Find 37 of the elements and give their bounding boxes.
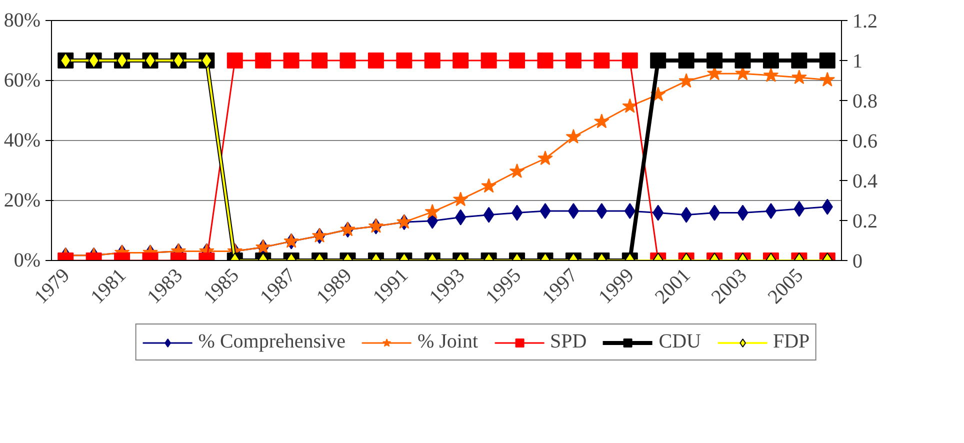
y2-tick-label: 0.2 (852, 210, 878, 232)
y2-tick-label: 0.4 (852, 170, 878, 192)
y2-tick-label: 0.8 (852, 90, 878, 112)
point (820, 72, 836, 86)
y-tick-label: 40% (4, 130, 41, 152)
legend-label: % Joint (417, 330, 478, 354)
legend-label: CDU (658, 330, 701, 354)
point (481, 178, 496, 193)
y-tick-label: 20% (4, 190, 41, 212)
y-tick-label: 60% (4, 70, 41, 92)
y-tick-label: 0% (14, 250, 41, 272)
point (622, 98, 638, 113)
x-tick-label: 2001 (650, 264, 695, 308)
y2-tick-label: 1 (852, 50, 862, 72)
legend-label: SPD (550, 330, 587, 354)
point (538, 150, 553, 166)
legend-label: FDP (772, 330, 810, 354)
y2-tick-label: 0 (852, 250, 862, 272)
x-tick-label: 1991 (368, 264, 413, 308)
point (763, 67, 779, 82)
y2-tick-label: 1.2 (852, 10, 878, 32)
y-tick-label: 80% (4, 10, 41, 32)
x-tick-label: 1981 (86, 264, 131, 308)
point (568, 203, 579, 219)
point (452, 192, 468, 206)
point (624, 203, 636, 219)
point (792, 70, 807, 84)
point (594, 114, 610, 128)
point (765, 203, 776, 219)
point (678, 73, 694, 88)
point (566, 128, 582, 144)
y2-tick-label: 0.6 (852, 130, 878, 152)
legend-label: % Comprehensive (198, 330, 346, 354)
point (509, 163, 525, 178)
point (540, 203, 551, 219)
point (596, 203, 608, 219)
point (424, 204, 440, 218)
